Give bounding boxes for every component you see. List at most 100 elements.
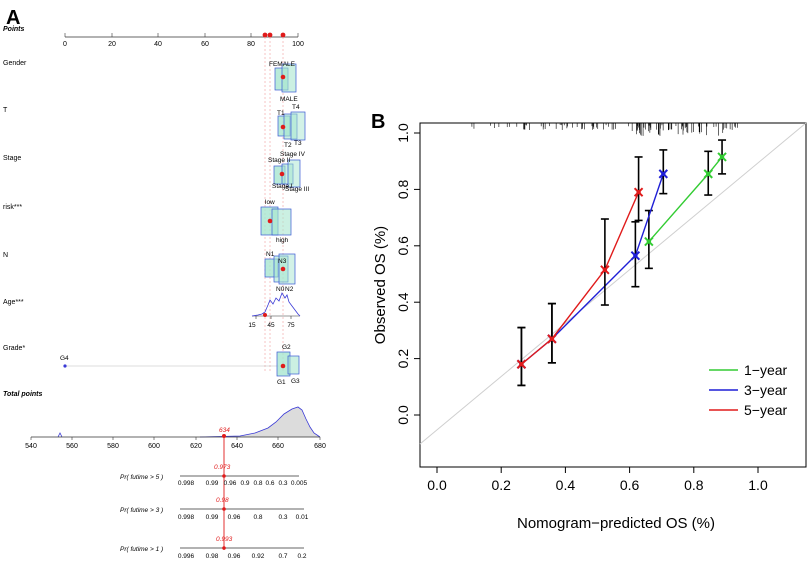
grade-level-label: G3 [291, 378, 300, 385]
n-level-label: N0 [276, 286, 285, 293]
variable-label-t: T [3, 107, 8, 114]
n-level-label: N1 [266, 251, 275, 258]
prob-3y-tick: 0.96 [228, 514, 241, 521]
prob-5y-tick: 0.998 [178, 480, 195, 487]
plot-frame [419, 122, 807, 468]
points-tick-label: 0 [63, 41, 67, 48]
prob-1y-tick: 0.2 [297, 553, 306, 560]
t-level-label: T3 [294, 140, 302, 147]
prob-5y-tick: 0.99 [206, 480, 219, 487]
t-level-label: T2 [284, 142, 292, 149]
prob-1y-tick: 0.96 [228, 553, 241, 560]
stage-level-label: Stage I [272, 183, 293, 190]
total-tick-label: 560 [66, 443, 78, 450]
points-marker [262, 32, 268, 38]
prob-1y-tick: 0.98 [206, 553, 219, 560]
points-label: Points [3, 26, 24, 33]
prob-5y-tick: 0.6 [265, 480, 274, 487]
x-tick-label: 0.0 [427, 477, 447, 493]
data-point [661, 171, 666, 177]
prob-5y-tick: 0.9 [240, 480, 249, 487]
y-tick-label: 1.0 [395, 123, 411, 143]
legend: 1−year 3−year 5−year [709, 362, 788, 418]
risk-level-label: high [276, 237, 289, 244]
t-boxes [277, 111, 306, 141]
total-tick-label: 600 [148, 443, 160, 450]
prob-1y-marker [222, 546, 226, 550]
points-marker [280, 32, 286, 38]
n-level-label: N2 [285, 286, 294, 293]
age-tick-label: 45 [267, 322, 275, 329]
data-point [636, 190, 641, 195]
x-tick-label: 0.2 [491, 477, 511, 493]
data-point [519, 362, 524, 367]
prob-1y-value: 0.993 [216, 536, 233, 543]
y-tick-label: 0.4 [395, 292, 411, 312]
gender-boxes [274, 63, 297, 93]
variable-label-age: Age*** [3, 299, 24, 306]
total-points-value: 634 [219, 427, 230, 434]
points-tick-label: 60 [201, 41, 209, 48]
stage-level-label: Stage IV [280, 151, 306, 158]
y-tick-label: 0.0 [395, 405, 411, 425]
n-boxes [264, 253, 296, 285]
points-marker [267, 32, 273, 38]
prob-1y-tick: 0.7 [278, 553, 287, 560]
panel-b: B 0.0 0.2 0.4 0.6 0.8 1.0 0.00.20.40.60.81.0 … [371, 111, 807, 532]
points-tick-label: 100 [292, 41, 304, 48]
variable-label-n: N [3, 252, 8, 259]
prob-3y-label: Pr( futime > 3 ) [120, 507, 163, 514]
series-line-2 [520, 191, 640, 365]
prob-3y-value: 0.98 [216, 497, 229, 504]
data-point [549, 336, 555, 342]
total-ticks [30, 437, 321, 440]
series-layer [516, 139, 727, 387]
prob-1y-label: Pr( futime > 1 ) [120, 546, 163, 553]
prob-3y-tick: 0.99 [206, 514, 219, 521]
prob-5y-tick: 0.96 [224, 480, 237, 487]
stage-boxes [273, 159, 301, 188]
n-level-label: N3 [278, 258, 287, 265]
y-tick-label: 0.6 [395, 236, 411, 256]
prob-5y-marker [222, 474, 226, 478]
x-tick-label: 0.8 [684, 477, 704, 493]
legend-label-1-year: 1−year [744, 362, 788, 378]
x-tick-label: 0.4 [556, 477, 576, 493]
risk-level-label: low [265, 199, 275, 206]
variable-label-gender: Gender [3, 60, 27, 67]
panel-a: A Points 0 20 40 60 80 100 [3, 7, 326, 560]
y-axis: 0.0 0.2 0.4 0.6 0.8 1.0 [395, 123, 420, 425]
series-line-1 [520, 173, 664, 365]
prob-3y-tick: 0.3 [278, 514, 287, 521]
variable-label-stage: Stage [3, 155, 21, 162]
points-ticks [64, 33, 299, 37]
grade-boxes [63, 351, 300, 377]
prob-5y-tick: 0.005 [291, 480, 308, 487]
points-tick-label: 80 [247, 41, 255, 48]
prob-5y-tick: 0.8 [253, 480, 262, 487]
prob-5y-label: Pr( futime > 5 ) [120, 474, 163, 481]
prob-3y-tick: 0.8 [253, 514, 262, 521]
total-tick-label: 640 [231, 443, 243, 450]
gender-level-label: FEMALE [269, 61, 296, 68]
t-level-label: T1 [277, 110, 285, 117]
data-point [646, 239, 652, 244]
stage-level-label: Stage II [268, 157, 291, 164]
variable-label-grade: Grade* [3, 345, 25, 352]
points-tick-label: 20 [108, 41, 116, 48]
x-axis-title: Nomogram−predicted OS (%) [517, 515, 715, 532]
prob-5y-value: 0.973 [214, 464, 231, 471]
stage-level-label: Stage III [285, 186, 309, 193]
prob-5y-tick: 0.3 [278, 480, 287, 487]
risk-boxes [260, 206, 292, 236]
t-level-label: T4 [292, 104, 300, 111]
legend-label-3-year: 3−year [744, 382, 788, 398]
legend-label-5-year: 5−year [744, 402, 788, 418]
rug [471, 123, 738, 136]
grade-level-label: G4 [60, 355, 69, 362]
total-density [57, 406, 321, 438]
total-points-label: Total points [3, 391, 43, 398]
prob-1y-tick: 0.92 [252, 553, 265, 560]
prob-3y-tick: 0.01 [296, 514, 309, 521]
